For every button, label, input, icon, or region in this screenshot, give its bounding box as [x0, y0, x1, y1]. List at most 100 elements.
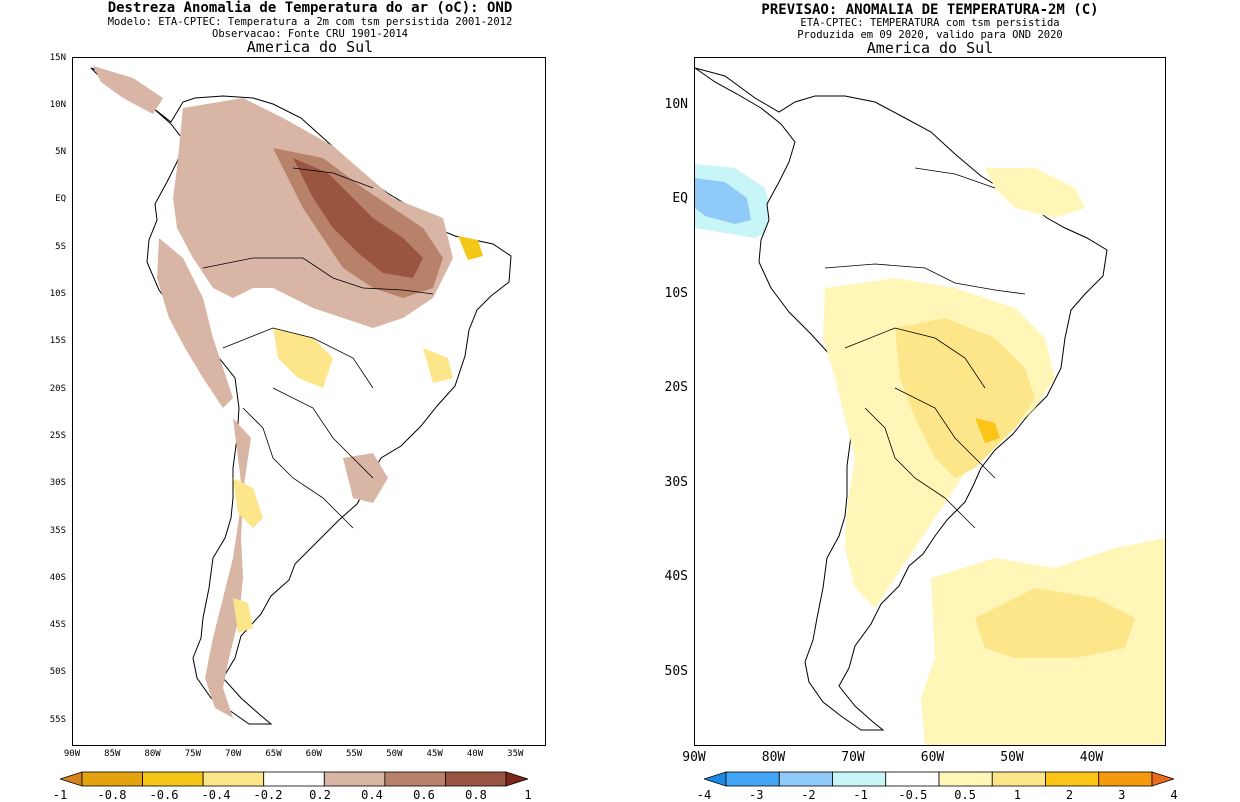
forecast-map-canvas	[695, 67, 1165, 745]
forecast-map-frame	[694, 57, 1166, 746]
colorbar-swatch	[445, 771, 507, 787]
colorbar-swatch	[142, 771, 204, 787]
lat-tick-label: 45S	[49, 620, 66, 631]
lon-tick-label: 60W	[920, 750, 945, 765]
colorbar-tick-label: -0.6	[149, 788, 179, 802]
lat-tick-label: 10S	[49, 289, 66, 299]
lon-tick-label: 90W	[63, 749, 81, 759]
lon-tick-label: 70W	[225, 749, 242, 759]
lat-tick-label: 35S	[49, 525, 66, 536]
forecast-map-title: PREVISAO: ANOMALIA DE TEMPERATURA-2M (C)	[761, 2, 1099, 18]
colorbar-tick-label: -1	[853, 788, 868, 802]
lat-tick-label: 15S	[49, 336, 66, 347]
colorbar-tick-label: -4	[696, 788, 712, 802]
colorbar-high-arrow	[1151, 771, 1174, 787]
skill-map-obs-line: Observacao: Fonte CRU 1901-2014	[212, 28, 408, 40]
colorbar-swatch	[1045, 771, 1100, 787]
lat-tick-label: 50S	[664, 663, 688, 679]
colorbar-tick-label: -0.2	[253, 788, 283, 802]
lat-tick-label: 50S	[49, 667, 66, 678]
forecast-map-panel: PREVISAO: ANOMALIA DE TEMPERATURA-2M (C)…	[620, 0, 1240, 802]
lat-tick-label: 20S	[49, 383, 66, 394]
lat-tick-label: 10N	[49, 99, 66, 110]
colorbar-low-arrow	[704, 771, 727, 787]
lon-tick-label: 65W	[265, 749, 282, 759]
colorbar-tick-label: 2	[1065, 788, 1074, 802]
lat-tick-label: 40S	[664, 569, 688, 584]
ocean-warm-core	[975, 588, 1135, 658]
colorbar-swatch	[263, 771, 325, 787]
colorbar-swatch	[81, 771, 143, 787]
lat-tick-label: EQ	[55, 194, 66, 205]
lon-tick-label: 35W	[507, 749, 524, 759]
colorbar-tick-label: 1	[1013, 788, 1021, 802]
colorbar-swatch	[323, 771, 386, 787]
lon-tick-label: 60W	[305, 749, 322, 759]
colorbar-tick-label: 0.2	[309, 788, 331, 802]
colorbar-swatch	[1098, 771, 1153, 787]
colorbar-swatch	[384, 771, 446, 787]
skill-map-panel: Destreza Anomalia de Temperatura do ar (…	[49, 0, 546, 802]
colorbar-swatch	[725, 771, 780, 787]
lat-tick-label: 55S	[49, 714, 66, 725]
lat-tick-label: 10N	[664, 96, 688, 112]
lon-tick-label: 40W	[1079, 750, 1104, 765]
colorbar-tick-label: -0.8	[97, 788, 127, 802]
lat-tick-label: 5N	[55, 147, 66, 158]
colorbar-swatch	[832, 771, 887, 787]
skill-map-model-line: Modelo: ETA-CPTEC: Temperatura a 2m com …	[107, 16, 513, 28]
colorbar-tick-label: 1	[524, 788, 532, 802]
colorbar-swatches	[60, 771, 528, 787]
colorbar-tick-label: 0.5	[954, 788, 976, 802]
lat-tick-label: 5S	[55, 241, 66, 252]
colorbar-swatch	[938, 771, 993, 787]
lat-tick-label: 10S	[664, 285, 688, 301]
colorbar-high-arrow	[505, 771, 528, 787]
forecast-map-issue-line: Produzida em 09 2020, valido para OND 20…	[797, 29, 1063, 41]
lat-tick-label: EQ	[672, 191, 688, 206]
colorbar-swatch	[885, 771, 940, 787]
lat-tick-label: 20S	[664, 380, 688, 395]
country-borders	[202, 167, 434, 529]
colorbar-tick-label: -3	[748, 788, 764, 802]
lat-tick-label: 30S	[49, 478, 66, 489]
skill-positive-areas	[93, 66, 453, 718]
colorbar-swatches	[704, 771, 1174, 787]
land-hot-spot	[975, 418, 1000, 443]
colorbar-tick-label: -1	[52, 788, 68, 802]
country-borders	[824, 167, 1026, 529]
lat-tick-label: 40S	[49, 572, 66, 583]
colorbar-low-arrow	[60, 771, 83, 787]
forecast-map-model-line: ETA-CPTEC: TEMPERATURA com tsm persistid…	[800, 17, 1060, 29]
colorbar-tick-label: 0.6	[413, 788, 435, 802]
colorbar-tick-label: 0.8	[465, 788, 487, 802]
skill-negative-areas	[233, 236, 483, 633]
lon-tick-label: 45W	[426, 749, 443, 759]
colorbar-tick-label: 3	[1118, 788, 1126, 802]
lon-tick-label: 40W	[466, 749, 484, 759]
colorbar-swatch	[991, 771, 1046, 787]
lat-tick-label: 15N	[49, 52, 66, 63]
lon-tick-label: 90W	[682, 750, 706, 765]
colorbar-tick-label: -2	[801, 788, 816, 802]
skill-map-region-label: America do Sul	[246, 38, 374, 56]
skill-map-title: Destreza Anomalia de Temperatura do ar (…	[107, 0, 513, 16]
skill-map-frame	[72, 57, 546, 746]
lon-tick-label: 80W	[761, 750, 786, 765]
lon-tick-label: 80W	[144, 749, 161, 759]
lon-tick-label: 50W	[1000, 750, 1024, 765]
lon-tick-label: 70W	[841, 750, 865, 765]
ocean-cold-core	[695, 178, 751, 224]
colorbar-swatch	[778, 771, 833, 787]
lon-tick-label: 50W	[386, 749, 403, 759]
colorbar-tick-label: 0.4	[361, 788, 383, 802]
lat-tick-label: 25S	[49, 430, 66, 441]
lon-tick-label: 75W	[184, 749, 202, 759]
colorbar-tick-label: 4	[1170, 788, 1178, 802]
north-warm-anomaly	[985, 168, 1085, 218]
colorbar-tick-label: -0.5	[898, 788, 928, 802]
colorbar-tick-label: -0.4	[201, 788, 231, 802]
lon-tick-label: 55W	[345, 749, 363, 759]
colorbar-swatch	[202, 771, 265, 787]
lat-tick-label: 30S	[664, 474, 688, 490]
